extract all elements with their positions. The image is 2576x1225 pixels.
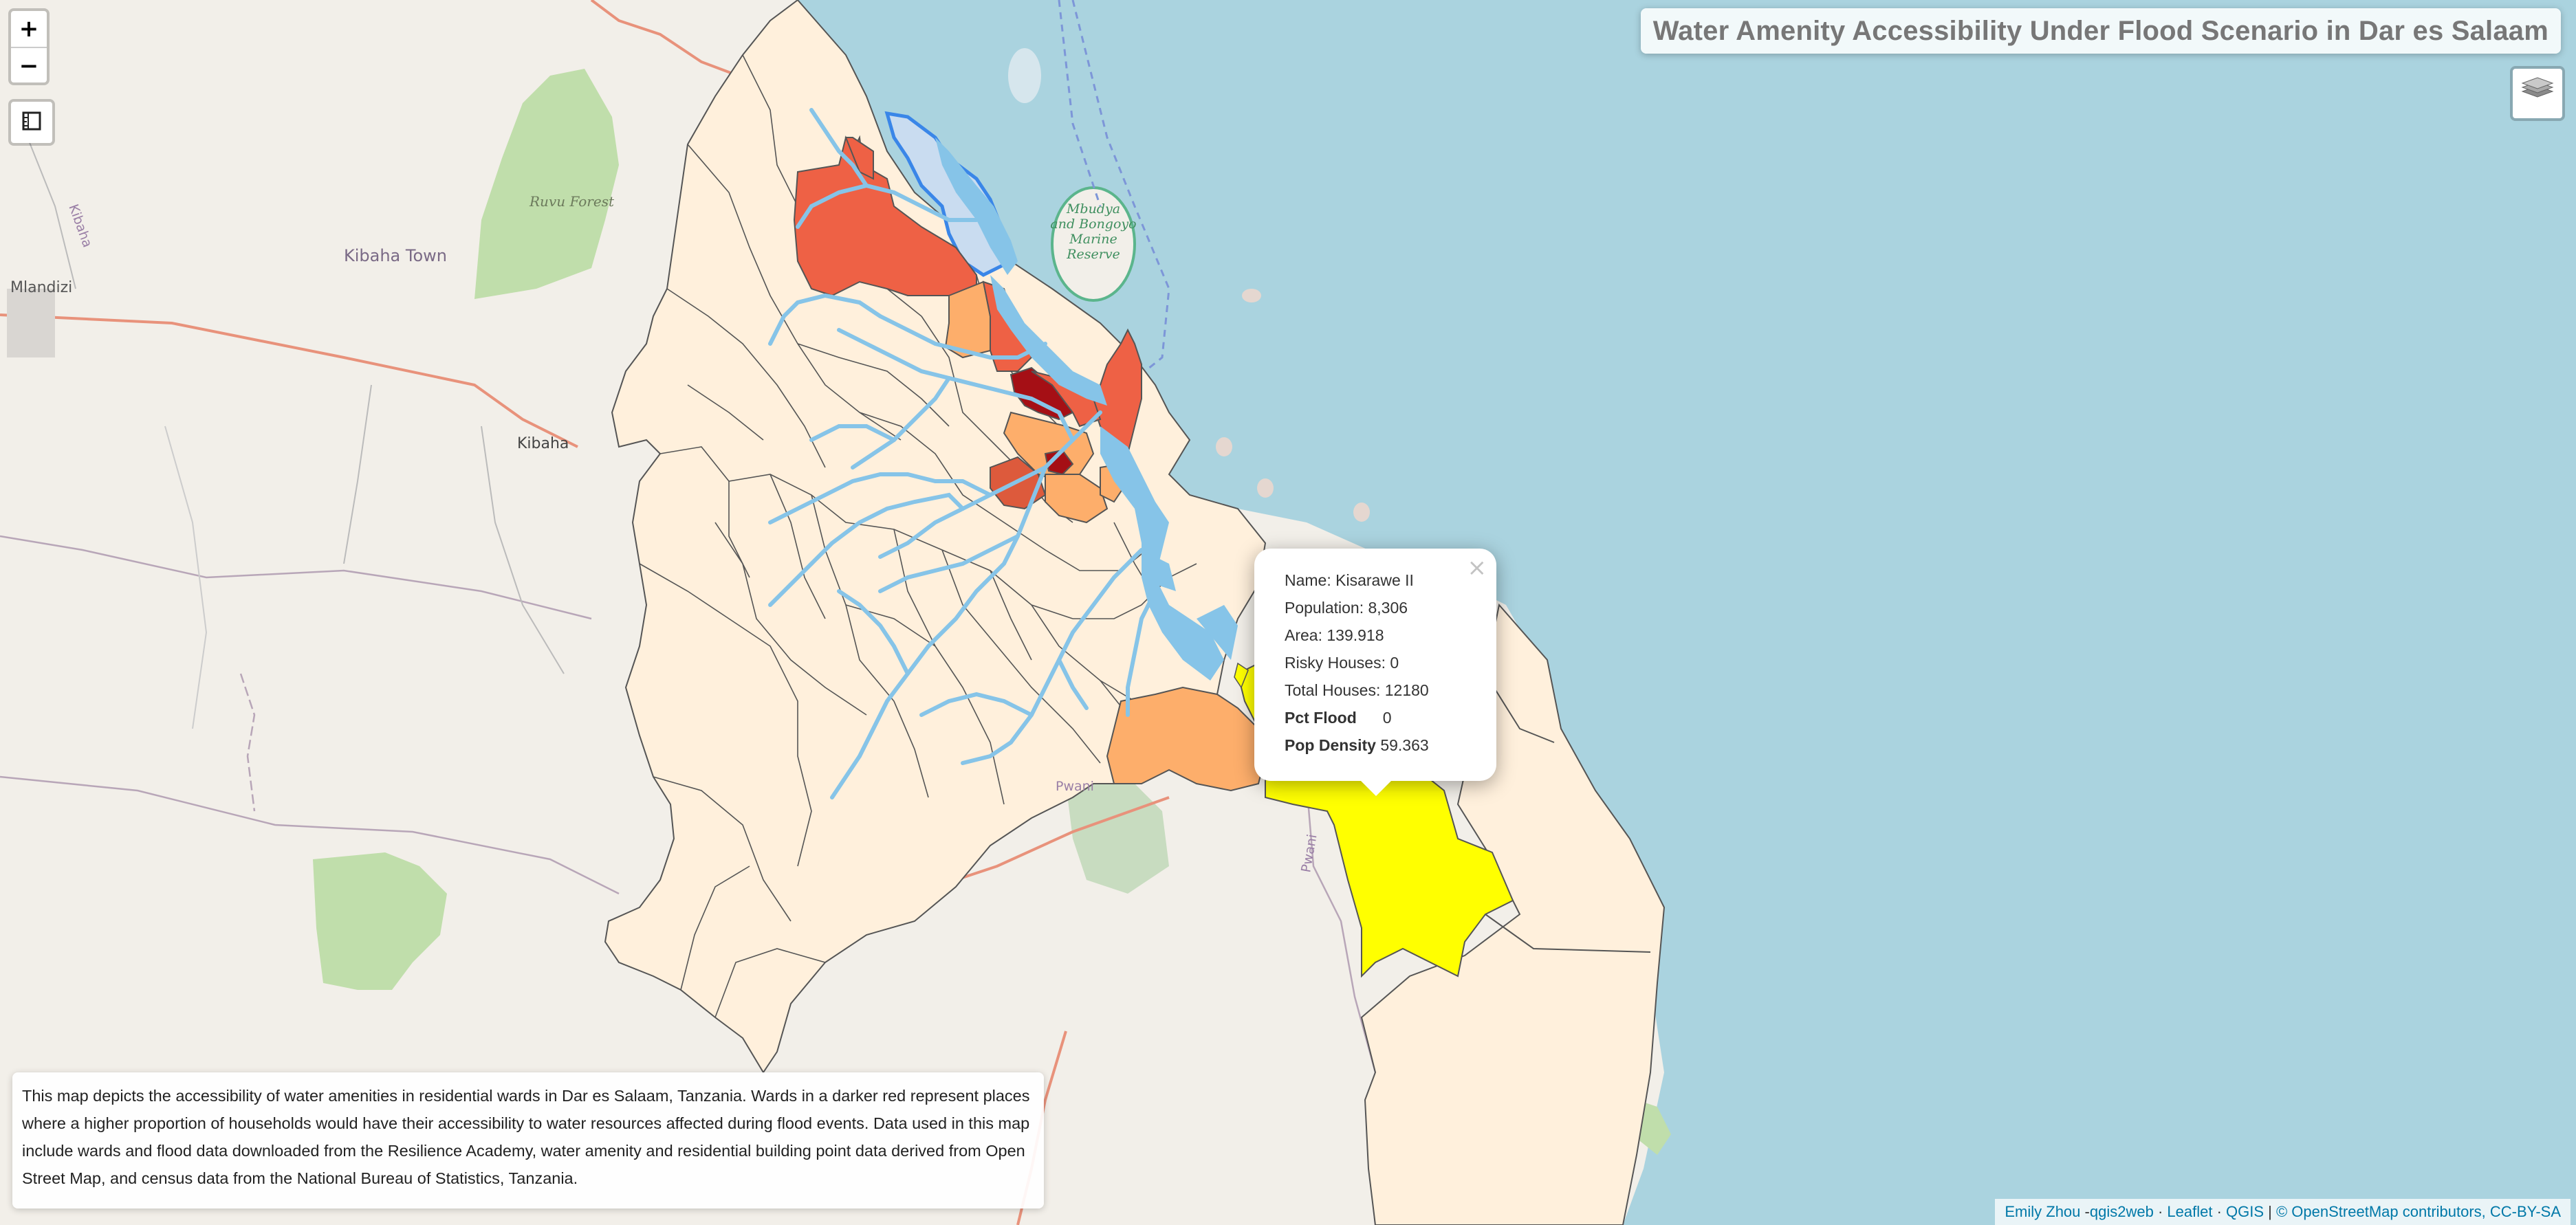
ward-boundary-se [1485,673,1651,953]
ward-high-north-west[interactable] [844,137,874,180]
qgis2web-link[interactable]: qgis2web [2089,1203,2154,1220]
popup-row-pop-density: Pop Density 59.363 [1285,731,1429,759]
islet [1257,478,1274,498]
ward-high-peninsula[interactable] [1092,328,1142,455]
primary-road [0,313,578,448]
map-description-box: This map depicts the accessibility of wa… [12,1072,1044,1209]
forest-area [313,852,447,990]
selected-ward-spot[interactable] [1234,662,1249,689]
attr-value: 12180 [1384,681,1429,699]
popup-attributes: Name: Kisarawe II Population: 8,306 Area… [1285,566,1429,759]
reef [1008,48,1041,103]
ruler-icon [21,111,42,135]
admin-boundary [0,535,592,620]
map-title-box: Water Amenity Accessibility Under Flood … [1640,8,2561,54]
attr-value: Kisarawe II [1335,571,1414,589]
admin-boundary [0,775,620,895]
islet [1242,289,1261,302]
river-network [768,108,1157,799]
zoom-control: + − [8,8,50,85]
attr-label: Population: [1285,598,1364,617]
popup-row-pct-flood: Pct Flood 0 [1285,704,1429,731]
popup-row-total-houses: Total Houses: 12180 [1285,676,1429,704]
label-kibaha: Kibaha [517,435,569,452]
layers-button[interactable] [2510,66,2565,121]
flood-water [935,137,1238,681]
marine-boundary [1071,0,1170,386]
popup-row-risky-houses: Risky Houses: 0 [1285,649,1429,676]
ward-mid-south[interactable] [1045,474,1109,524]
minor-road [27,137,76,289]
attr-value: 8,306 [1368,598,1408,617]
attr-label: Total Houses: [1285,681,1381,699]
ward-popup: × Name: Kisarawe II Population: 8,306 Ar… [1254,549,1496,796]
attr-label: Pop Density [1285,736,1376,754]
popup-row-population: Population: 8,306 [1285,594,1429,621]
osm-link[interactable]: © OpenStreetMap contributors, CC-BY-SA [2275,1203,2561,1220]
leaflet-link[interactable]: Leaflet [2167,1203,2213,1220]
forest-area [1637,1100,1671,1155]
author-link[interactable]: Emily Zhou [2005,1203,2081,1220]
layers-icon [2520,76,2555,111]
popup-row-area: Area: 139.918 [1285,621,1429,649]
sea [798,0,2576,1225]
primary-road [590,0,757,84]
ward-mid-southwest[interactable] [1106,686,1267,792]
attr-label: Name: [1285,571,1331,589]
popup-close-button[interactable]: × [1467,554,1487,582]
forest-area [474,69,619,299]
attribution: Emily Zhou - qgis2web · Leaflet · QGIS | … [1995,1199,2570,1225]
measure-button[interactable] [8,99,55,146]
attr-value: 139.918 [1327,626,1384,644]
label-pwani: Pwani [1056,779,1094,794]
qgis-link[interactable]: QGIS [2226,1203,2264,1220]
map-description: This map depicts the accessibility of wa… [22,1087,1030,1187]
minor-road [343,384,372,564]
urban-area [7,289,55,357]
marine-boundary [1058,0,1102,207]
ward-region-southeast[interactable] [1360,603,1666,1225]
minor-road [164,426,208,729]
place-labels: Ruvu Forest Mbudya and Bongoyo Marine Reser… [529,193,1137,262]
zoom-in-button[interactable]: + [11,11,47,47]
minor-road [481,426,565,674]
zoom-out-button[interactable]: − [11,47,47,82]
label-mlandizi: Mlandizi [10,279,72,296]
attr-value: 0 [1382,708,1392,727]
attr-label: Risky Houses: [1285,653,1386,672]
label-kibaha-town: Kibaha Town [344,246,447,265]
attr-value: 59.363 [1380,736,1429,754]
islet [1216,437,1232,456]
attr-label: Area: [1285,626,1322,644]
popup-row-name: Name: Kisarawe II [1285,566,1429,594]
admin-boundary [239,673,256,812]
label-marine-reserve: Mbudya and Bongoyo Marine Reserve [1050,201,1136,262]
islet [1353,503,1370,522]
map-title: Water Amenity Accessibility Under Flood … [1652,15,2548,46]
attr-value: 0 [1390,653,1399,672]
ward-region-base[interactable] [604,0,1267,1074]
label-ruvu-forest: Ruvu Forest [529,193,615,210]
attr-label: Pct Flood [1285,708,1357,727]
town-labels: Kibaha Town Mlandizi Kibaha Pwani Pwani … [10,202,1320,874]
